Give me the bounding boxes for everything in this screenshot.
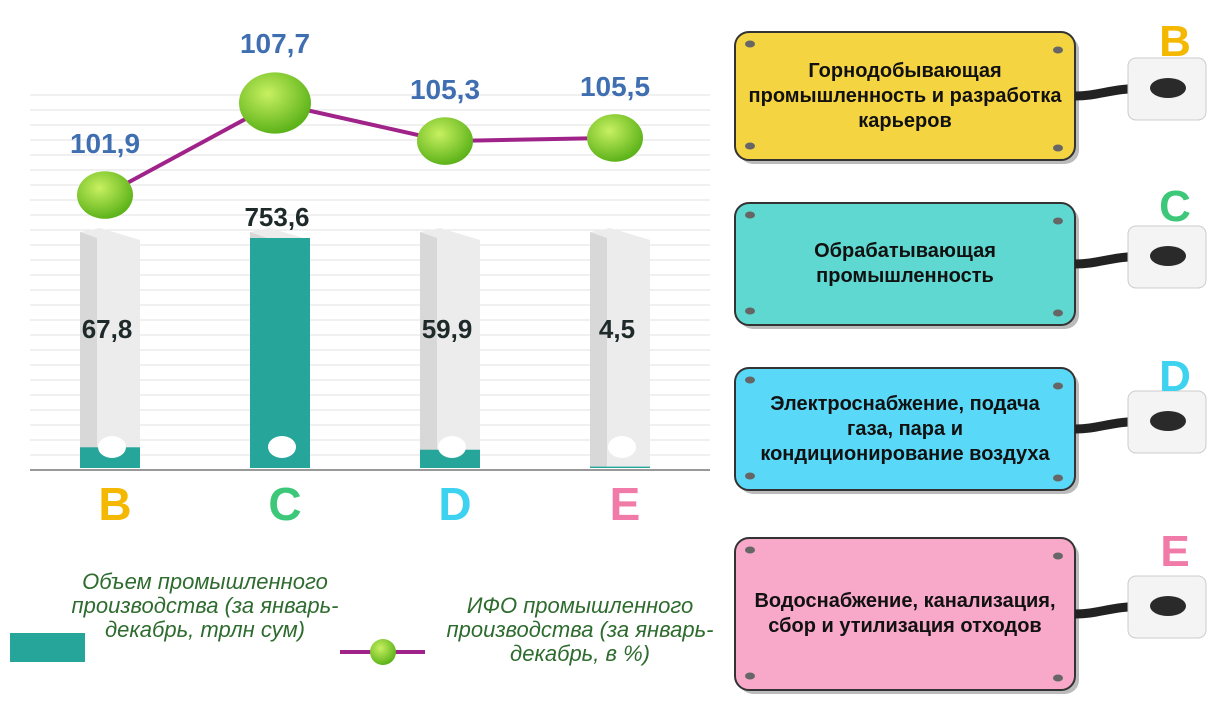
data-label: 753,6 xyxy=(244,202,309,232)
screw xyxy=(1053,552,1063,560)
data-label: 105,5 xyxy=(580,71,650,102)
legend-label: Объем промышленного производства (за янв… xyxy=(71,569,339,642)
panel-letter: E xyxy=(1160,527,1189,576)
screw xyxy=(745,307,755,315)
data-label: 67,8 xyxy=(82,314,133,344)
data-label: 107,7 xyxy=(240,28,310,59)
line-marker xyxy=(587,114,643,162)
panel-text: Электроснабжение, подача газа, пара и ко… xyxy=(760,392,1050,465)
bar-side xyxy=(590,232,607,468)
data-label: 105,3 xyxy=(410,74,480,105)
bar-decor xyxy=(98,436,126,458)
screw xyxy=(1053,144,1063,152)
x-tick-label: B xyxy=(98,478,131,530)
legend-marker xyxy=(370,639,396,665)
bar xyxy=(590,466,650,468)
screw xyxy=(1053,217,1063,225)
panel-text: Горнодобывающая промышленность и разрабо… xyxy=(748,59,1062,132)
x-tick-label: C xyxy=(268,478,301,530)
screw xyxy=(745,40,755,48)
bar-side xyxy=(420,232,437,468)
data-label: 4,5 xyxy=(599,314,635,344)
screw xyxy=(1053,46,1063,54)
screw xyxy=(1053,382,1063,390)
plug-hole xyxy=(1150,596,1186,616)
panel-text: Обрабатывающая промышленность xyxy=(814,240,996,287)
screw xyxy=(745,546,755,554)
screw xyxy=(745,142,755,150)
screw xyxy=(745,211,755,219)
data-label: 59,9 xyxy=(422,314,473,344)
x-tick-label: E xyxy=(610,478,641,530)
line-marker xyxy=(77,171,133,219)
x-tick-label: D xyxy=(438,478,471,530)
bar-decor xyxy=(268,436,296,458)
bar-decor xyxy=(438,436,466,458)
legend-swatch xyxy=(10,633,85,662)
panel-letter: C xyxy=(1159,182,1191,231)
screw xyxy=(1053,674,1063,682)
screw xyxy=(745,672,755,680)
legend-label: ИФО промышленного производства (за январ… xyxy=(446,593,714,666)
screw xyxy=(1053,474,1063,482)
line xyxy=(104,100,616,197)
bar xyxy=(420,449,480,468)
data-label: 101,9 xyxy=(70,128,140,159)
plug-hole xyxy=(1150,411,1186,431)
screw xyxy=(745,376,755,384)
plug-hole xyxy=(1150,78,1186,98)
line-marker xyxy=(239,72,311,134)
panel-letter: D xyxy=(1159,352,1191,401)
plug-hole xyxy=(1150,246,1186,266)
line-marker xyxy=(417,117,473,165)
panel-letter: B xyxy=(1159,17,1191,66)
screw xyxy=(1053,309,1063,317)
bar-side xyxy=(80,232,97,468)
panel-text: Водоснабжение, канализация, сбор и утили… xyxy=(754,590,1056,637)
screw xyxy=(745,472,755,480)
bar xyxy=(250,238,310,468)
bar-decor xyxy=(608,436,636,458)
